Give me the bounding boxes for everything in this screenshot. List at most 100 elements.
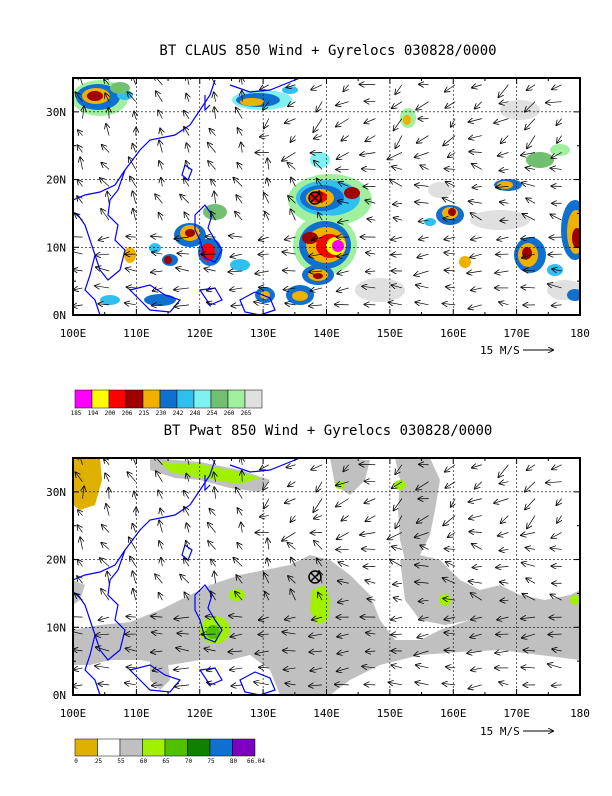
wind-vector (288, 543, 296, 550)
wind-vector (526, 198, 535, 203)
colorbar-swatch (98, 739, 121, 756)
latitude-label: 30N (46, 106, 66, 119)
colorbar-swatch (143, 739, 166, 756)
wind-vector (77, 145, 82, 152)
wind-vector (155, 194, 162, 203)
colorbar-label: 265 (241, 410, 252, 417)
wind-vector (214, 92, 216, 101)
colorbar-swatch (126, 390, 143, 408)
wind-vector (475, 482, 482, 489)
wind-vector (469, 532, 481, 533)
wind-vector (282, 152, 295, 160)
wind-vector (161, 178, 163, 186)
wind-vector (551, 168, 562, 169)
wind-vector (526, 548, 535, 550)
wind-vector (336, 119, 349, 127)
longitude-label: 100E (60, 327, 87, 340)
wind-vector (102, 145, 109, 153)
wind-vector (471, 668, 482, 670)
wind-vector (177, 253, 189, 254)
wind-vector (316, 482, 322, 492)
wind-vector (475, 102, 482, 109)
wind-vector (96, 267, 109, 271)
wind-vector (267, 558, 269, 566)
wind-vector (395, 136, 401, 148)
wind-vector (339, 562, 349, 566)
wind-vector (552, 85, 562, 90)
wind-vector (208, 161, 216, 169)
wind-vector (241, 143, 242, 153)
wind-vector (180, 195, 189, 204)
longitude-label: 170E (503, 707, 530, 720)
wind-vector (469, 305, 482, 309)
wind-vector (391, 617, 402, 620)
latitude-label: 20N (46, 174, 66, 187)
wind-vector (159, 520, 162, 532)
wind-vector (186, 94, 189, 102)
wind-vector (134, 112, 136, 119)
wind-vector (364, 119, 375, 124)
wind-vector (260, 465, 269, 470)
wind-vector (497, 237, 508, 240)
wind-vector (214, 107, 215, 118)
wind-vector (551, 548, 562, 549)
wind-vector (267, 158, 268, 169)
wind-vector (365, 580, 375, 583)
wind-vector (255, 271, 269, 274)
wind-vector (236, 108, 242, 119)
wind-vector (241, 523, 242, 533)
latitude-label: 0N (53, 689, 66, 702)
wind-vector (214, 192, 216, 204)
wind-vector (552, 685, 562, 686)
wind-vector (527, 136, 535, 149)
wind-vector (233, 558, 242, 567)
colorbar-swatch (165, 739, 188, 756)
wind-vector (414, 271, 428, 275)
wind-vector (343, 85, 348, 92)
wind-vector (290, 136, 295, 142)
wind-vector (99, 617, 109, 620)
wind-vector (106, 504, 109, 516)
cloud-shading (72, 78, 589, 315)
wind-vector (313, 499, 322, 512)
wind-vector (107, 572, 109, 584)
wind-vector (260, 85, 269, 90)
longitude-label: 160E (440, 327, 467, 340)
wind-vector (469, 119, 482, 122)
wind-vector (451, 119, 455, 127)
wind-vector (419, 237, 429, 239)
wind-vector (210, 75, 216, 85)
colorbar-label: 60 (140, 758, 148, 765)
wind-vector (451, 499, 455, 507)
latitude-label: 10N (46, 621, 66, 634)
wind-vector (133, 571, 136, 583)
wind-vector (208, 143, 216, 153)
wind-vector (525, 482, 535, 492)
wind-vector (366, 271, 376, 272)
wind-vector (258, 634, 268, 635)
wind-vector (446, 667, 455, 668)
colorbar-label: 242 (173, 410, 184, 417)
wind-vector (237, 508, 242, 515)
wind-vector (184, 507, 189, 516)
longitude-label: 120E (187, 707, 214, 720)
wind-vector (80, 157, 82, 169)
wind-vector (73, 685, 83, 687)
wind-vector (417, 254, 428, 257)
wind-vector (448, 152, 455, 157)
wind-vector (258, 254, 268, 255)
wind-vector (501, 516, 509, 524)
wind-vector (154, 76, 162, 85)
colorbar-swatch (233, 739, 256, 756)
wind-vector (230, 668, 242, 670)
wind-vector (360, 532, 375, 534)
wind-vector (233, 178, 242, 187)
wind-vector (472, 164, 482, 170)
wind-vector (472, 85, 482, 88)
wind-vector (78, 560, 83, 567)
wind-vector (78, 510, 83, 515)
wind-vector (159, 541, 162, 549)
wind-vector (282, 532, 295, 540)
wind-vector (74, 288, 83, 290)
